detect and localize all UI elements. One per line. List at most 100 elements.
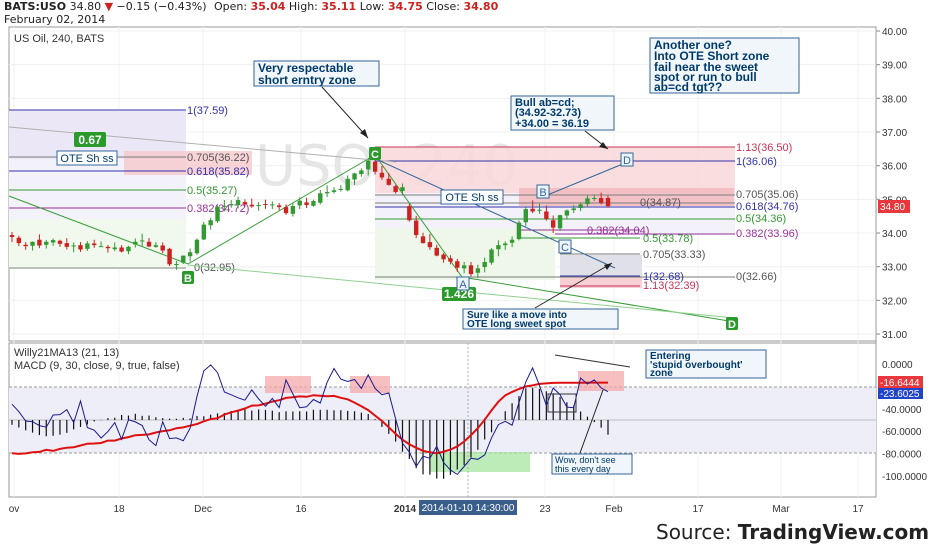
candle-10 — [78, 242, 83, 252]
fib1-label-1: 1(37.59) — [187, 105, 228, 117]
divergence-line — [554, 354, 631, 368]
candle-79 — [550, 215, 556, 234]
candle-12 — [92, 239, 97, 248]
candle-85 — [592, 194, 597, 202]
candle-15 — [112, 242, 117, 252]
candle-6 — [50, 238, 56, 246]
candle-49 — [345, 175, 350, 192]
candle-23 — [167, 247, 172, 267]
fib3-label-05: 0.5(33.78) — [643, 233, 693, 245]
abcd-projection-line — [375, 158, 616, 269]
time-tick-1: 18 — [113, 504, 125, 515]
price-tick-7: 33.00 — [882, 263, 907, 274]
pattern-points: 0.67 B C 1.426 D A B C D — [74, 132, 738, 331]
candle-69 — [482, 257, 487, 273]
macd-title[interactable]: MACD (9, 30, close, 9, true, false) — [14, 360, 180, 372]
callout-wow[interactable]: Wow, don't see this every day — [551, 389, 633, 475]
point-d2: D — [728, 319, 736, 331]
candle-73 — [509, 236, 515, 248]
price-change: −0.15 (−0.43%) — [116, 0, 207, 13]
open-value: 35.04 — [250, 0, 286, 13]
candle-7 — [57, 239, 63, 247]
callout-wow-text: Wow, don't see this every day — [555, 455, 618, 474]
candle-55 — [386, 173, 391, 186]
price-tick-4: 36.00 — [882, 162, 907, 173]
candle-24 — [174, 260, 179, 270]
candle-70 — [489, 248, 494, 265]
time-tick-9: 17 — [852, 504, 864, 515]
callout-another-line2: Into OTE Short zone — [654, 49, 770, 63]
high-value: 35.11 — [321, 0, 357, 13]
sub-tick-3: -60.0000 — [882, 427, 922, 438]
candle-66 — [461, 261, 467, 274]
callout-wow-line2: this every day — [555, 464, 611, 474]
callout-another-one[interactable]: Another one? Into OTE Short zone fail ne… — [649, 37, 800, 94]
sub-tag-willy-box — [878, 388, 923, 399]
fib2-ote-box — [519, 188, 734, 206]
sub-tag-willy: -23.6025 — [880, 389, 920, 400]
candle-37 — [263, 199, 268, 209]
candle-64 — [448, 255, 453, 265]
fib3-label-0705: 0.705(33.33) — [643, 249, 705, 261]
sub-tick-5: -100.0000 — [882, 472, 927, 483]
arrow-head-icon — [604, 263, 612, 270]
candle-5 — [44, 240, 49, 249]
callout-bull-abcd-line2: (34.92-32.73) — [515, 107, 581, 119]
point-d1: D — [623, 155, 631, 167]
fib-retracement-3[interactable]: 0.382(34.04) 0.5(33.78) 0.705(33.33) 1(3… — [375, 225, 777, 292]
sub-tick-4: -80.0000 — [882, 450, 922, 461]
macd-histogram — [11, 387, 609, 479]
candle-17 — [126, 245, 131, 255]
close-value: 34.80 — [463, 0, 499, 13]
candle-4 — [37, 234, 42, 249]
candle-32 — [229, 200, 234, 208]
point-a-box — [456, 276, 470, 291]
candle-36 — [256, 202, 261, 211]
fib-retracement-2[interactable]: 1.13(36.50) 1(36.06) 0.705(35.06) 0(34.8… — [375, 142, 798, 240]
candle-41 — [290, 203, 296, 217]
willy-title[interactable]: Willy21MA13 (21, 13) — [14, 347, 119, 359]
quote-date: February 02, 2014 — [4, 13, 106, 26]
candle-33 — [235, 196, 241, 209]
fib2-label-0618: 0.618(34.76) — [736, 201, 798, 213]
point-c2-box — [558, 239, 572, 254]
candle-46 — [324, 185, 330, 197]
candle-16 — [119, 245, 124, 253]
overbought-box-2 — [350, 376, 390, 393]
candle-8 — [64, 238, 70, 250]
candle-74 — [516, 220, 522, 241]
point-b1-badge — [182, 271, 194, 284]
candle-30 — [215, 205, 220, 223]
callout-bull-abcd[interactable]: Bull ab=cd; (34.92-32.73) +34.00 = 36.19 — [510, 95, 615, 150]
fib1-label-0618: 0.618(35.82) — [187, 166, 249, 178]
point-b2-box — [536, 184, 550, 199]
time-tick-7: 17 — [692, 504, 704, 515]
fib3-zone-green — [375, 228, 555, 280]
callout-sure-like[interactable]: Sure like a move into OTE long sweet spo… — [462, 262, 619, 330]
arrow-head-icon — [599, 142, 608, 149]
time-tick-2: Dec — [194, 504, 212, 515]
callout-wow-line1: Wow, don't see — [555, 455, 616, 465]
candle-62 — [434, 244, 439, 257]
candle-51 — [359, 168, 364, 177]
callout-entering[interactable]: Entering 'stupid overbought' zone — [645, 349, 767, 379]
candle-72 — [503, 241, 508, 250]
price-axis[interactable]: 40.0039.0038.0037.0036.0035.0034.0033.00… — [876, 27, 907, 341]
callout-bull-abcd-text: Bull ab=cd; (34.92-32.73) +34.00 = 36.19 — [515, 97, 589, 130]
callout-bull-abcd-line1: Bull ab=cd; — [515, 97, 575, 109]
callout-short-entry[interactable]: Very respectable short erntry zone — [253, 60, 380, 139]
callout-sure-like-box — [462, 308, 619, 330]
main-title[interactable]: US Oil, 240, BATS — [14, 33, 104, 45]
candle-76 — [530, 200, 535, 214]
callout-short-entry-line2: short erntry zone — [258, 73, 356, 87]
callout-sure-like-text: Sure like a move into OTE long sweet spo… — [467, 310, 570, 330]
candle-63 — [441, 252, 446, 263]
source-watermark[interactable]: Source: TradingView.com — [656, 520, 930, 544]
candle-87 — [605, 195, 611, 208]
fib2-label-05: 0.5(34.36) — [736, 213, 786, 225]
fib2-label-1: 1(36.06) — [736, 156, 777, 168]
candles[interactable] — [9, 157, 611, 279]
time-axis[interactable]: ov 18 Dec 16 2014 23 Feb 17 Mar 17 — [9, 504, 864, 515]
symbol[interactable]: BATS:USO — [4, 0, 67, 13]
